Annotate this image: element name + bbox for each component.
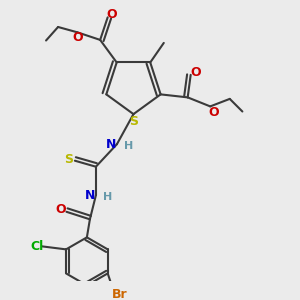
Text: H: H [124,141,133,151]
Text: Br: Br [112,288,128,300]
Text: O: O [208,106,218,119]
Text: S: S [129,115,138,128]
Text: O: O [72,31,83,44]
Text: O: O [56,203,66,216]
Text: N: N [106,138,116,151]
Text: S: S [64,153,73,166]
Text: H: H [103,192,112,202]
Text: Cl: Cl [31,240,44,253]
Text: N: N [85,189,95,202]
Text: O: O [106,8,117,22]
Text: O: O [191,66,201,79]
